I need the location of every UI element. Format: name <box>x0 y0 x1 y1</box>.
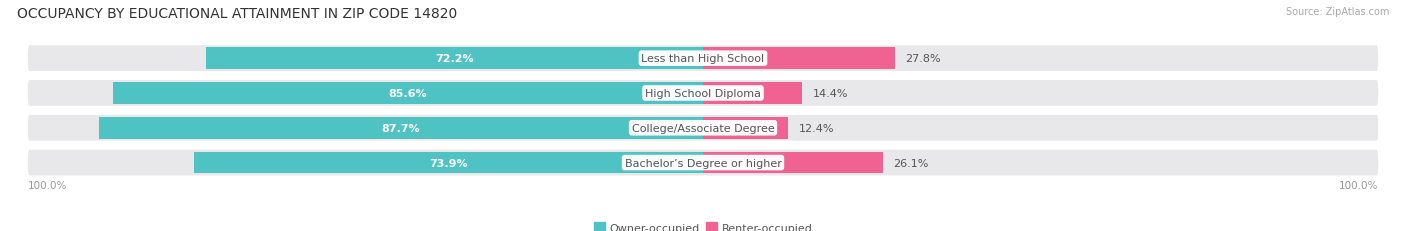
Bar <box>194 152 703 174</box>
Text: Bachelor’s Degree or higher: Bachelor’s Degree or higher <box>624 158 782 168</box>
FancyBboxPatch shape <box>28 46 1378 72</box>
Text: 12.4%: 12.4% <box>799 123 834 133</box>
Bar <box>205 48 703 70</box>
Bar <box>703 48 894 70</box>
FancyBboxPatch shape <box>28 150 1378 176</box>
Text: 100.0%: 100.0% <box>28 180 67 190</box>
Text: 85.6%: 85.6% <box>389 88 427 99</box>
FancyBboxPatch shape <box>28 116 1378 141</box>
Text: 72.2%: 72.2% <box>434 54 474 64</box>
Bar <box>703 83 803 104</box>
FancyBboxPatch shape <box>28 81 1378 106</box>
Text: 26.1%: 26.1% <box>893 158 928 168</box>
Text: 73.9%: 73.9% <box>429 158 468 168</box>
Text: High School Diploma: High School Diploma <box>645 88 761 99</box>
Text: College/Associate Degree: College/Associate Degree <box>631 123 775 133</box>
Text: OCCUPANCY BY EDUCATIONAL ATTAINMENT IN ZIP CODE 14820: OCCUPANCY BY EDUCATIONAL ATTAINMENT IN Z… <box>17 7 457 21</box>
Text: Source: ZipAtlas.com: Source: ZipAtlas.com <box>1285 7 1389 17</box>
Text: 27.8%: 27.8% <box>905 54 941 64</box>
Bar <box>703 152 883 174</box>
Bar <box>114 83 703 104</box>
Bar <box>703 118 789 139</box>
Bar <box>98 118 703 139</box>
Legend: Owner-occupied, Renter-occupied: Owner-occupied, Renter-occupied <box>589 218 817 231</box>
Text: 87.7%: 87.7% <box>381 123 420 133</box>
Text: 100.0%: 100.0% <box>1339 180 1378 190</box>
Text: 14.4%: 14.4% <box>813 88 848 99</box>
Text: Less than High School: Less than High School <box>641 54 765 64</box>
